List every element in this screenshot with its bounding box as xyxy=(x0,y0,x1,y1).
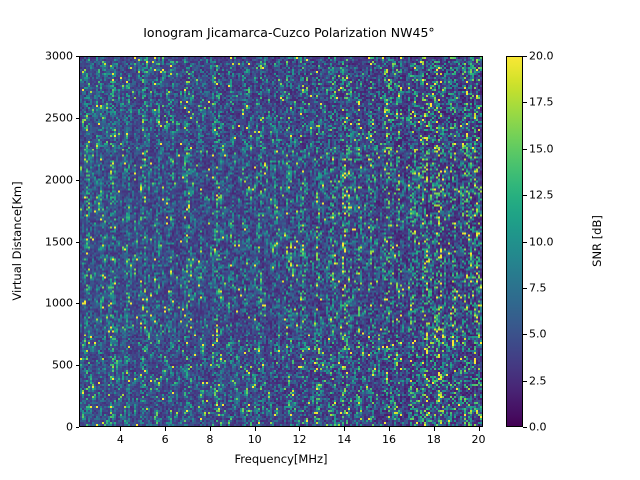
y-tick-label: 1500 xyxy=(45,235,73,248)
x-tick-label: 20 xyxy=(471,433,486,446)
colorbar-tick-label: 5.0 xyxy=(529,327,547,341)
chart-title-line-1: Ionogram Jicamarca-Cuzco Polarization NW… xyxy=(143,25,435,40)
colorbar-tick-label: 7.5 xyxy=(529,281,547,295)
x-tick-mark xyxy=(388,427,390,431)
colorbar-tick-mark xyxy=(523,148,527,150)
y-tick-mark xyxy=(75,56,79,57)
y-tick-label: 500 xyxy=(52,358,73,372)
colorbar-tick-label: 2.5 xyxy=(529,374,547,388)
colorbar-tick-label: 10.0 xyxy=(529,235,554,248)
colorbar-gradient xyxy=(507,57,522,426)
x-tick-mark xyxy=(254,427,256,431)
colorbar-tick-label: 17.5 xyxy=(529,95,554,109)
colorbar-tick-label: 20.0 xyxy=(529,49,554,63)
y-tick-mark xyxy=(75,241,79,243)
colorbar-tick-mark xyxy=(523,287,527,289)
y-tick-mark xyxy=(75,303,79,305)
y-tick-label: 3000 xyxy=(45,49,73,63)
x-axis-label: Frequency[MHz] xyxy=(234,452,328,466)
x-tick-label: 14 xyxy=(337,433,352,446)
x-tick-mark xyxy=(209,427,211,431)
colorbar-tick-mark xyxy=(523,195,527,197)
colorbar-label: SNR [dB] xyxy=(590,215,604,267)
x-tick-mark xyxy=(165,427,167,431)
colorbar-tick-label: 15.0 xyxy=(529,142,554,156)
ionogram-heatmap xyxy=(80,57,482,426)
y-tick-label: 2500 xyxy=(45,111,73,125)
colorbar-tick-mark xyxy=(523,241,527,243)
y-axis-label: Virtual Distance[Km] xyxy=(10,181,24,301)
x-tick-label: 10 xyxy=(247,433,262,446)
y-tick-label: 0 xyxy=(66,420,73,434)
x-tick-label: 4 xyxy=(116,433,124,446)
ionogram-plot-area xyxy=(79,56,483,427)
y-tick-mark xyxy=(75,179,79,181)
colorbar-tick-mark xyxy=(523,56,527,57)
y-tick-label: 1000 xyxy=(45,296,73,310)
y-tick-mark xyxy=(75,117,79,119)
colorbar xyxy=(506,56,523,427)
colorbar-tick-mark xyxy=(523,427,527,428)
y-tick-label: 2000 xyxy=(45,173,73,187)
x-tick-label: 6 xyxy=(161,433,169,446)
x-tick-label: 8 xyxy=(206,433,214,446)
colorbar-tick-mark xyxy=(523,380,527,382)
y-tick-mark xyxy=(75,427,79,428)
colorbar-tick-mark xyxy=(523,102,527,104)
x-tick-label: 18 xyxy=(426,433,441,446)
colorbar-tick-label: 0.0 xyxy=(529,420,547,434)
x-tick-mark xyxy=(433,427,435,431)
y-tick-mark xyxy=(75,365,79,367)
x-tick-mark xyxy=(344,427,346,431)
x-tick-mark xyxy=(120,427,122,431)
x-tick-label: 12 xyxy=(292,433,307,446)
x-tick-mark xyxy=(478,427,480,431)
x-tick-label: 16 xyxy=(381,433,396,446)
colorbar-tick-label: 12.5 xyxy=(529,188,554,202)
x-tick-mark xyxy=(299,427,301,431)
colorbar-tick-mark xyxy=(523,334,527,336)
